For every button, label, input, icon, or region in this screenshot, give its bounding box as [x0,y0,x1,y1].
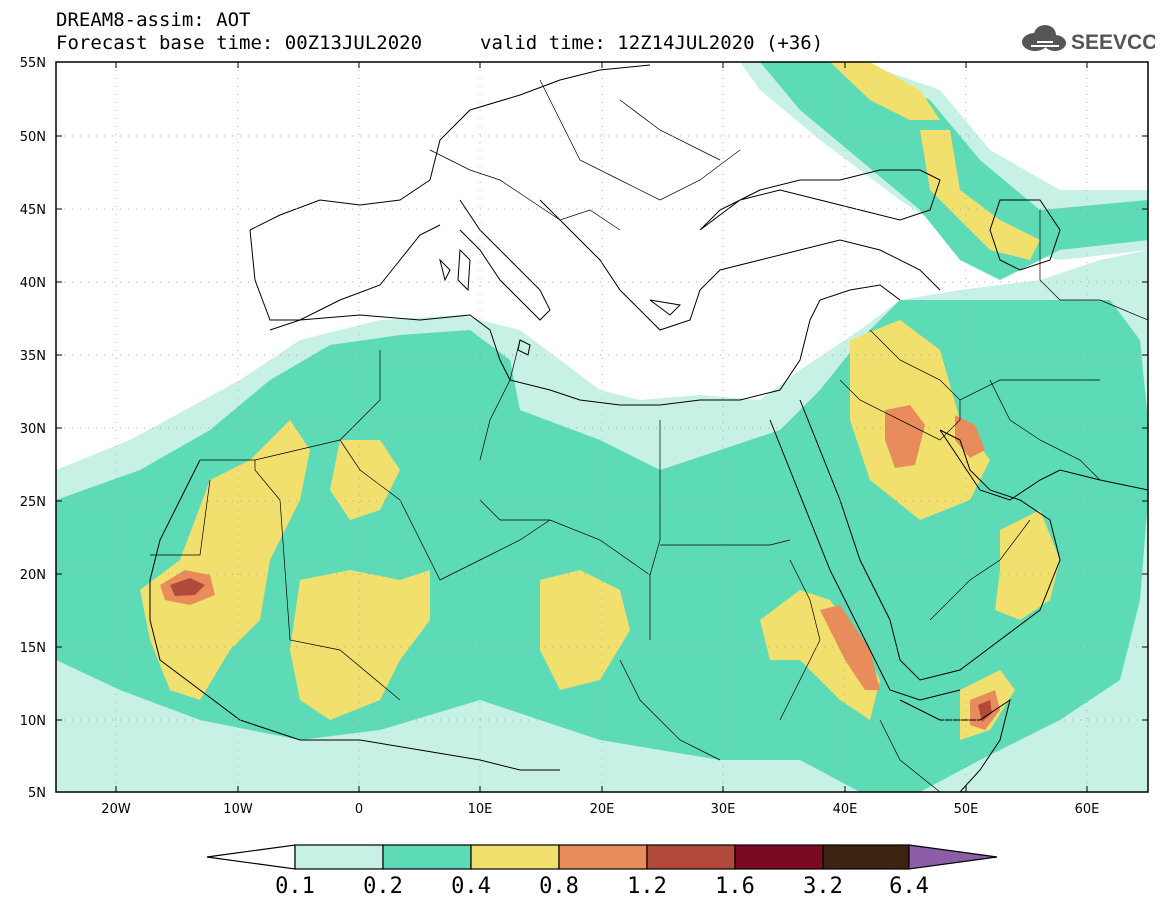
levant-coastline [809,284,901,321]
cloud-icon [1022,25,1066,51]
colorbar-label-3: 0.8 [539,874,579,899]
colorbar-label-5: 1.6 [715,874,755,899]
black-sea-coastline [699,169,941,231]
colorbar-label-1: 0.2 [363,874,403,899]
lat-label-15n: 15N [20,641,46,656]
title-base-time: Forecast base time: 00Z13JUL2020 [56,32,423,54]
lat-label-50n: 50N [20,130,46,145]
logo-text: SEEVCCC [1071,31,1155,54]
red-sea-coastline [769,419,961,701]
caspian-coastline [989,199,1061,271]
title-product: DREAM8-assim: AOT [56,9,251,31]
colorbar-swatch-3 [558,844,648,870]
lon-label-60e: 60E [1075,802,1100,817]
colorbar-high-arrow [908,844,998,870]
arabia-coastline [799,399,1061,681]
lat-label-45n: 45N [20,203,46,218]
lon-label-10e: 10E [468,802,493,817]
aot-0.4-caspian-region [920,130,1040,260]
colorbar-labels: 0.1 0.2 0.4 0.8 1.2 1.6 3.2 6.4 [275,874,929,899]
west-africa-coastline [149,459,560,771]
lat-ticks [56,61,1148,793]
aot-field [56,62,1148,792]
colorbar-label-0: 0.1 [275,874,315,899]
colorbar-swatch-2 [470,844,560,870]
aot-0.8-iraq-region [885,405,925,468]
aot-1.2-somalia-region [978,700,992,722]
lat-label-40n: 40N [20,276,46,291]
aot-0.4-north-russia-region [830,62,940,120]
aot-0.8-eritrea-region [820,605,880,690]
lon-label-30e: 30E [711,802,736,817]
lon-label-20w: 20W [101,802,131,817]
lat-label-25n: 25N [20,495,46,510]
lat-label-35n: 35N [20,349,46,364]
balkan-coastline [539,199,941,331]
colorbar-label-7: 6.4 [889,874,929,899]
aot-0.4-west-region [140,420,310,700]
colorbar-swatch-1 [382,844,472,870]
persian-gulf-coastline [939,429,1148,501]
europe-coastline [249,64,651,231]
lon-label-10w: 10W [223,802,253,817]
colorbar-low-arrow [206,844,296,870]
borders [150,79,1148,792]
lat-label-20n: 20N [20,568,46,583]
colorbar-label-6: 3.2 [803,874,843,899]
aot-0.4-sahel-region [290,570,430,720]
title-valid-time: valid time: 12Z14JUL2020 (+36) [480,32,824,54]
aot-0.4-horn-region [760,590,880,720]
lat-label-55n: 55N [20,56,46,71]
colorbar-label-4: 1.2 [627,874,667,899]
aot-1.2-mauritania-region [170,578,205,596]
lat-labels: 55N 50N 45N 40N 35N 30N 25N 20N 15N 10N … [20,56,46,801]
colorbar-label-2: 0.4 [451,874,491,899]
lat-label-30n: 30N [20,422,46,437]
lon-label-40e: 40E [833,802,858,817]
lat-label-10n: 10N [20,714,46,729]
lon-labels: 20W 10W 0 10E 20E 30E 40E 50E 60E [101,802,1099,817]
colorbar-swatch-4 [646,844,736,870]
aot-0.4-north-africa-region [330,440,400,520]
italy-coastline [459,199,551,321]
horn-coastline [899,698,1011,792]
lat-label-5n: 5N [28,786,46,801]
lon-label-20e: 20E [590,802,615,817]
colorbar [206,844,998,870]
aot-0.4-oman-region [995,510,1060,620]
north-africa-coastline [269,314,811,406]
coastlines [149,64,1148,792]
aot-0.4-chad-region [540,570,630,690]
colorbar-swatch-0 [294,844,384,870]
graticule [56,62,1148,792]
colorbar-swatch-6 [822,844,910,870]
lon-label-0: 0 [355,802,363,817]
lon-ticks [115,62,1088,792]
colorbar-swatch-5 [734,844,824,870]
lon-label-50e: 50E [954,802,979,817]
seevccc-logo: SEEVCCC [1022,25,1155,54]
iberia-coastline [249,224,441,321]
